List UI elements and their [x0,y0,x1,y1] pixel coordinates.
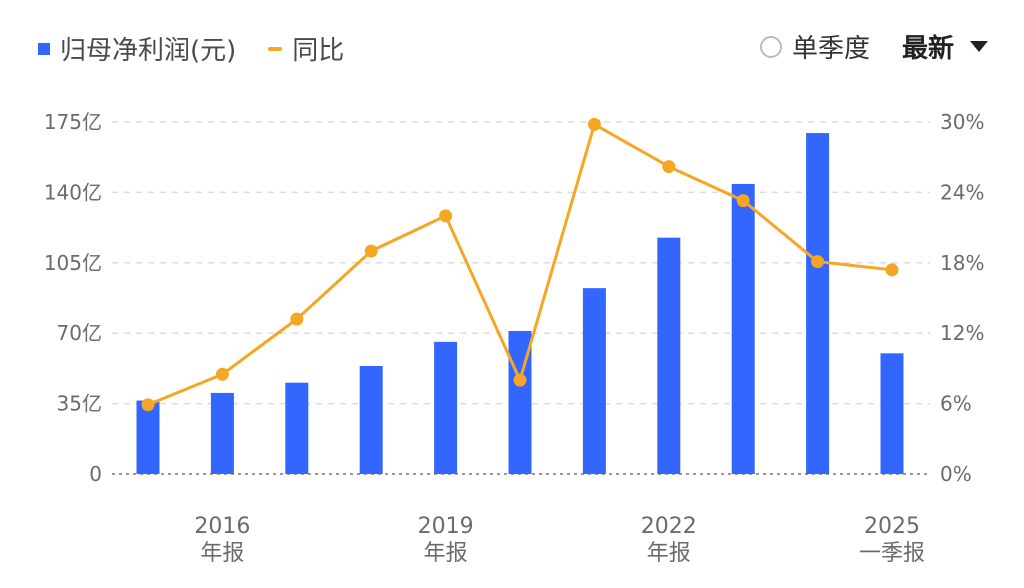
yoy-line [141,117,899,412]
net-profit-bar [731,183,755,474]
net-profit-bar [657,237,681,474]
net-profit-bar [285,382,309,474]
x-tick-label-period: 一季报 [859,541,925,566]
left-y-tick-label: 70亿 [57,321,102,345]
period-dropdown[interactable]: 最新 [902,28,988,65]
net-profit-bar [136,400,160,474]
left-y-tick-label: 0 [89,462,102,486]
right-y-tick-label: 12% [940,321,984,345]
left-y-tick-label: 140亿 [44,180,102,204]
legend-label-yoy: 同比 [292,36,345,66]
yoy-point [662,160,676,174]
left-y-axis: 0 35亿 70亿 105亿 140亿 175亿 [44,110,102,486]
right-y-tick-label: 30% [940,110,984,134]
net-profit-bar [582,288,606,474]
left-y-tick-label: 35亿 [57,392,102,416]
x-tick-label-period: 年报 [647,541,691,566]
yoy-point [811,255,825,269]
net-profit-bar [359,365,383,474]
yoy-point [290,312,304,326]
yoy-point [885,263,899,277]
right-y-axis: 0% 6% 12% 18% 24% 30% [940,110,984,486]
net-profit-bar [434,341,458,474]
single-quarter-label: 单季度 [791,34,870,64]
chart-header: 归母净利润(元) 同比 单季度 最新 [0,0,1024,90]
x-tick-label-period: 年报 [200,541,244,566]
period-dropdown-label: 最新 [901,34,954,64]
right-y-tick-label: 18% [940,251,984,275]
legend-bar-swatch [38,42,50,55]
chart-controls: 单季度 最新 [759,28,988,65]
x-tick-label-year: 2022 [641,514,697,539]
legend-item-yoy[interactable]: 同比 [268,30,344,67]
net-profit-bar [806,133,830,474]
x-tick-label-year: 2019 [418,514,474,539]
right-y-tick-label: 0% [940,462,972,486]
yoy-point [736,194,750,208]
yoy-point [587,117,601,131]
yoy-point [439,209,453,223]
net-profit-bar [880,353,904,474]
x-tick-label-year: 2016 [194,514,250,539]
radio-icon[interactable] [759,35,782,58]
yoy-point [364,244,378,258]
net-profit-bar [210,392,234,474]
x-tick-label-year: 2025 [864,514,920,539]
caret-down-icon[interactable] [970,41,988,52]
yoy-point [513,373,527,387]
chart-legend: 归母净利润(元) 同比 [38,30,344,67]
legend-line-swatch [268,46,283,51]
yoy-point [141,398,155,412]
left-y-tick-label: 105亿 [44,251,102,275]
right-y-tick-label: 24% [940,180,984,204]
left-y-tick-label: 175亿 [44,110,102,134]
single-quarter-toggle[interactable]: 单季度 [759,28,870,65]
net-profit-bars [136,133,904,474]
legend-label-net-profit: 归母净利润(元) [60,36,237,66]
yoy-point [215,367,229,381]
right-y-tick-label: 6% [940,392,972,416]
legend-item-net-profit[interactable]: 归母净利润(元) [38,30,236,67]
x-tick-label-period: 年报 [424,541,468,566]
